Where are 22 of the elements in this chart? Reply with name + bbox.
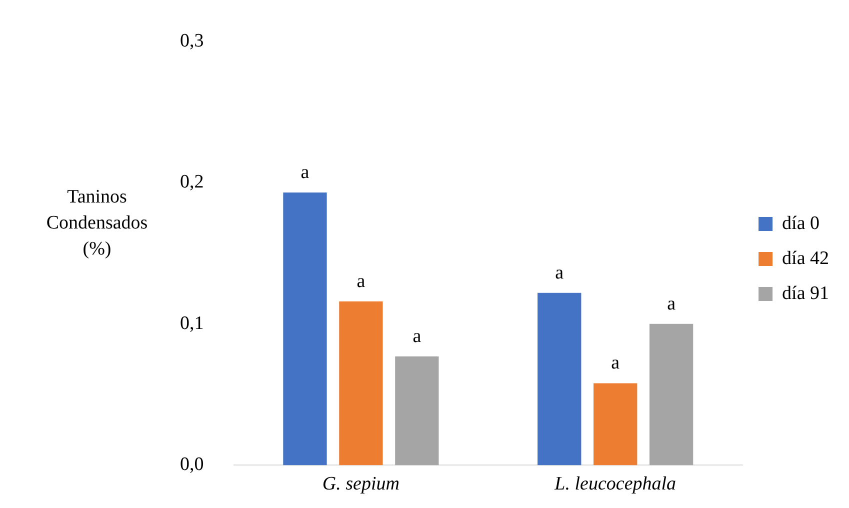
- x-tick-label: L. leucocephala: [554, 474, 676, 495]
- bar: [594, 383, 638, 466]
- y-tick-label: 0,1: [180, 312, 204, 334]
- data-label: a: [667, 293, 676, 314]
- y-tick-label: 0,0: [180, 454, 204, 476]
- x-tick-label: G. sepium: [322, 474, 400, 495]
- bar: [283, 192, 327, 466]
- bar: [649, 324, 694, 466]
- y-axis-title: Taninos Condensados (%): [46, 186, 148, 260]
- y-tick-label: 0,2: [180, 172, 204, 193]
- legend-label: día 0: [782, 212, 820, 234]
- bar: [339, 301, 383, 466]
- y-tick-label: 0,3: [180, 30, 204, 52]
- legend-label: día 42: [782, 248, 830, 269]
- data-label: a: [555, 262, 564, 284]
- data-label: a: [356, 270, 366, 292]
- bar: [538, 292, 582, 466]
- data-label: a: [412, 326, 422, 347]
- data-label: a: [300, 162, 310, 184]
- bar: [395, 356, 439, 466]
- data-label: a: [611, 352, 620, 374]
- legend-label: día 91: [782, 282, 830, 304]
